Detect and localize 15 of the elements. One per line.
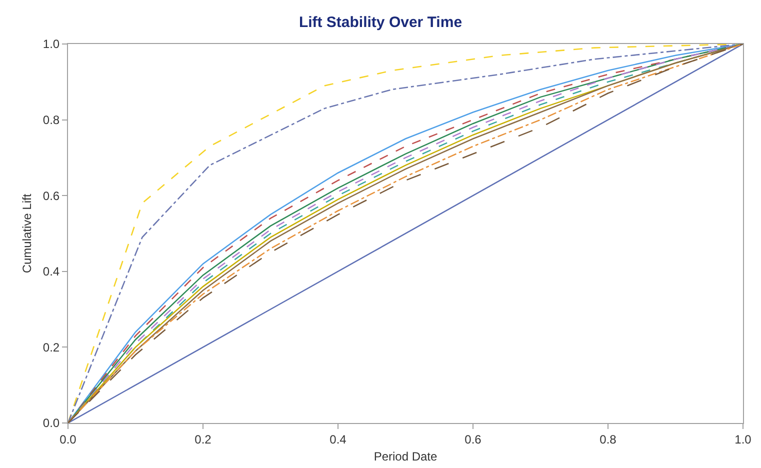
x-tick-label: 0.0 [60,432,77,446]
y-tick-label: 0.2 [42,340,60,354]
chart-title: Lift Stability Over Time [298,14,462,31]
x-axis-title: Period Date [374,449,438,464]
y-tick-label: 0.4 [42,264,60,279]
y-axis-title: Cumulative Lift [20,193,34,274]
x-tick-label: 0.2 [194,432,212,446]
y-tick-label: 1.0 [42,37,60,52]
y-tick-label: 0.0 [42,416,60,430]
y-tick-label: 0.6 [42,188,60,203]
x-tick-label: 0.6 [464,432,482,446]
x-tick-label: 1.0 [734,432,752,446]
x-tick-label: 0.4 [330,432,347,446]
y-tick-label: 0.8 [42,113,60,127]
x-tick-label: 0.8 [600,432,617,446]
